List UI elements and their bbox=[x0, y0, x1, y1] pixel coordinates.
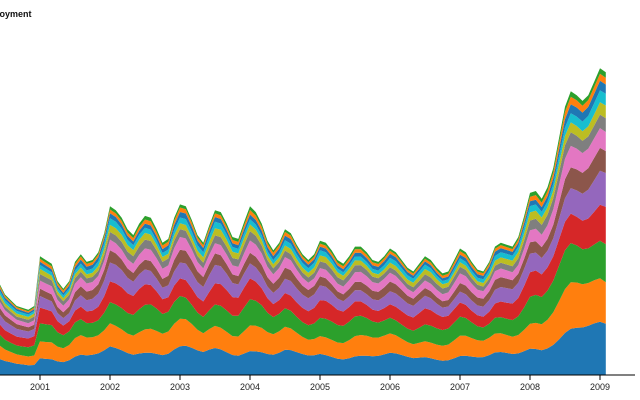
area-layer-4 bbox=[0, 204, 606, 348]
chart-title: loyment bbox=[0, 9, 32, 19]
area-layer-9 bbox=[0, 102, 606, 320]
area-layer-8 bbox=[0, 114, 606, 324]
area-layer-6 bbox=[0, 147, 606, 332]
area-layer-1 bbox=[0, 321, 606, 375]
area-layer-7 bbox=[0, 128, 606, 328]
area-layer-2 bbox=[0, 278, 606, 366]
area-layer-13 bbox=[0, 68, 606, 312]
area-layer-10 bbox=[0, 90, 606, 317]
x-tick-label-2007: 2007 bbox=[450, 382, 470, 392]
x-tick-label-2006: 2006 bbox=[380, 382, 400, 392]
area-layers bbox=[0, 68, 606, 375]
area-layer-12 bbox=[0, 73, 606, 313]
area-layer-11 bbox=[0, 80, 606, 315]
x-tick-label-2004: 2004 bbox=[240, 382, 260, 392]
x-tick-label-2003: 2003 bbox=[170, 382, 190, 392]
x-tick-label-2002: 2002 bbox=[100, 382, 120, 392]
x-tick-label-2005: 2005 bbox=[310, 382, 330, 392]
x-tick-label-2008: 2008 bbox=[520, 382, 540, 392]
x-tick-label-2009: 2009 bbox=[590, 382, 610, 392]
x-tick-label-2001: 2001 bbox=[30, 382, 50, 392]
area-layer-5 bbox=[0, 170, 606, 339]
x-axis: 2001 2002 2003 2004 2005 2006 2007 2008 2009 bbox=[0, 374, 635, 392]
area-layer-3 bbox=[0, 240, 606, 357]
